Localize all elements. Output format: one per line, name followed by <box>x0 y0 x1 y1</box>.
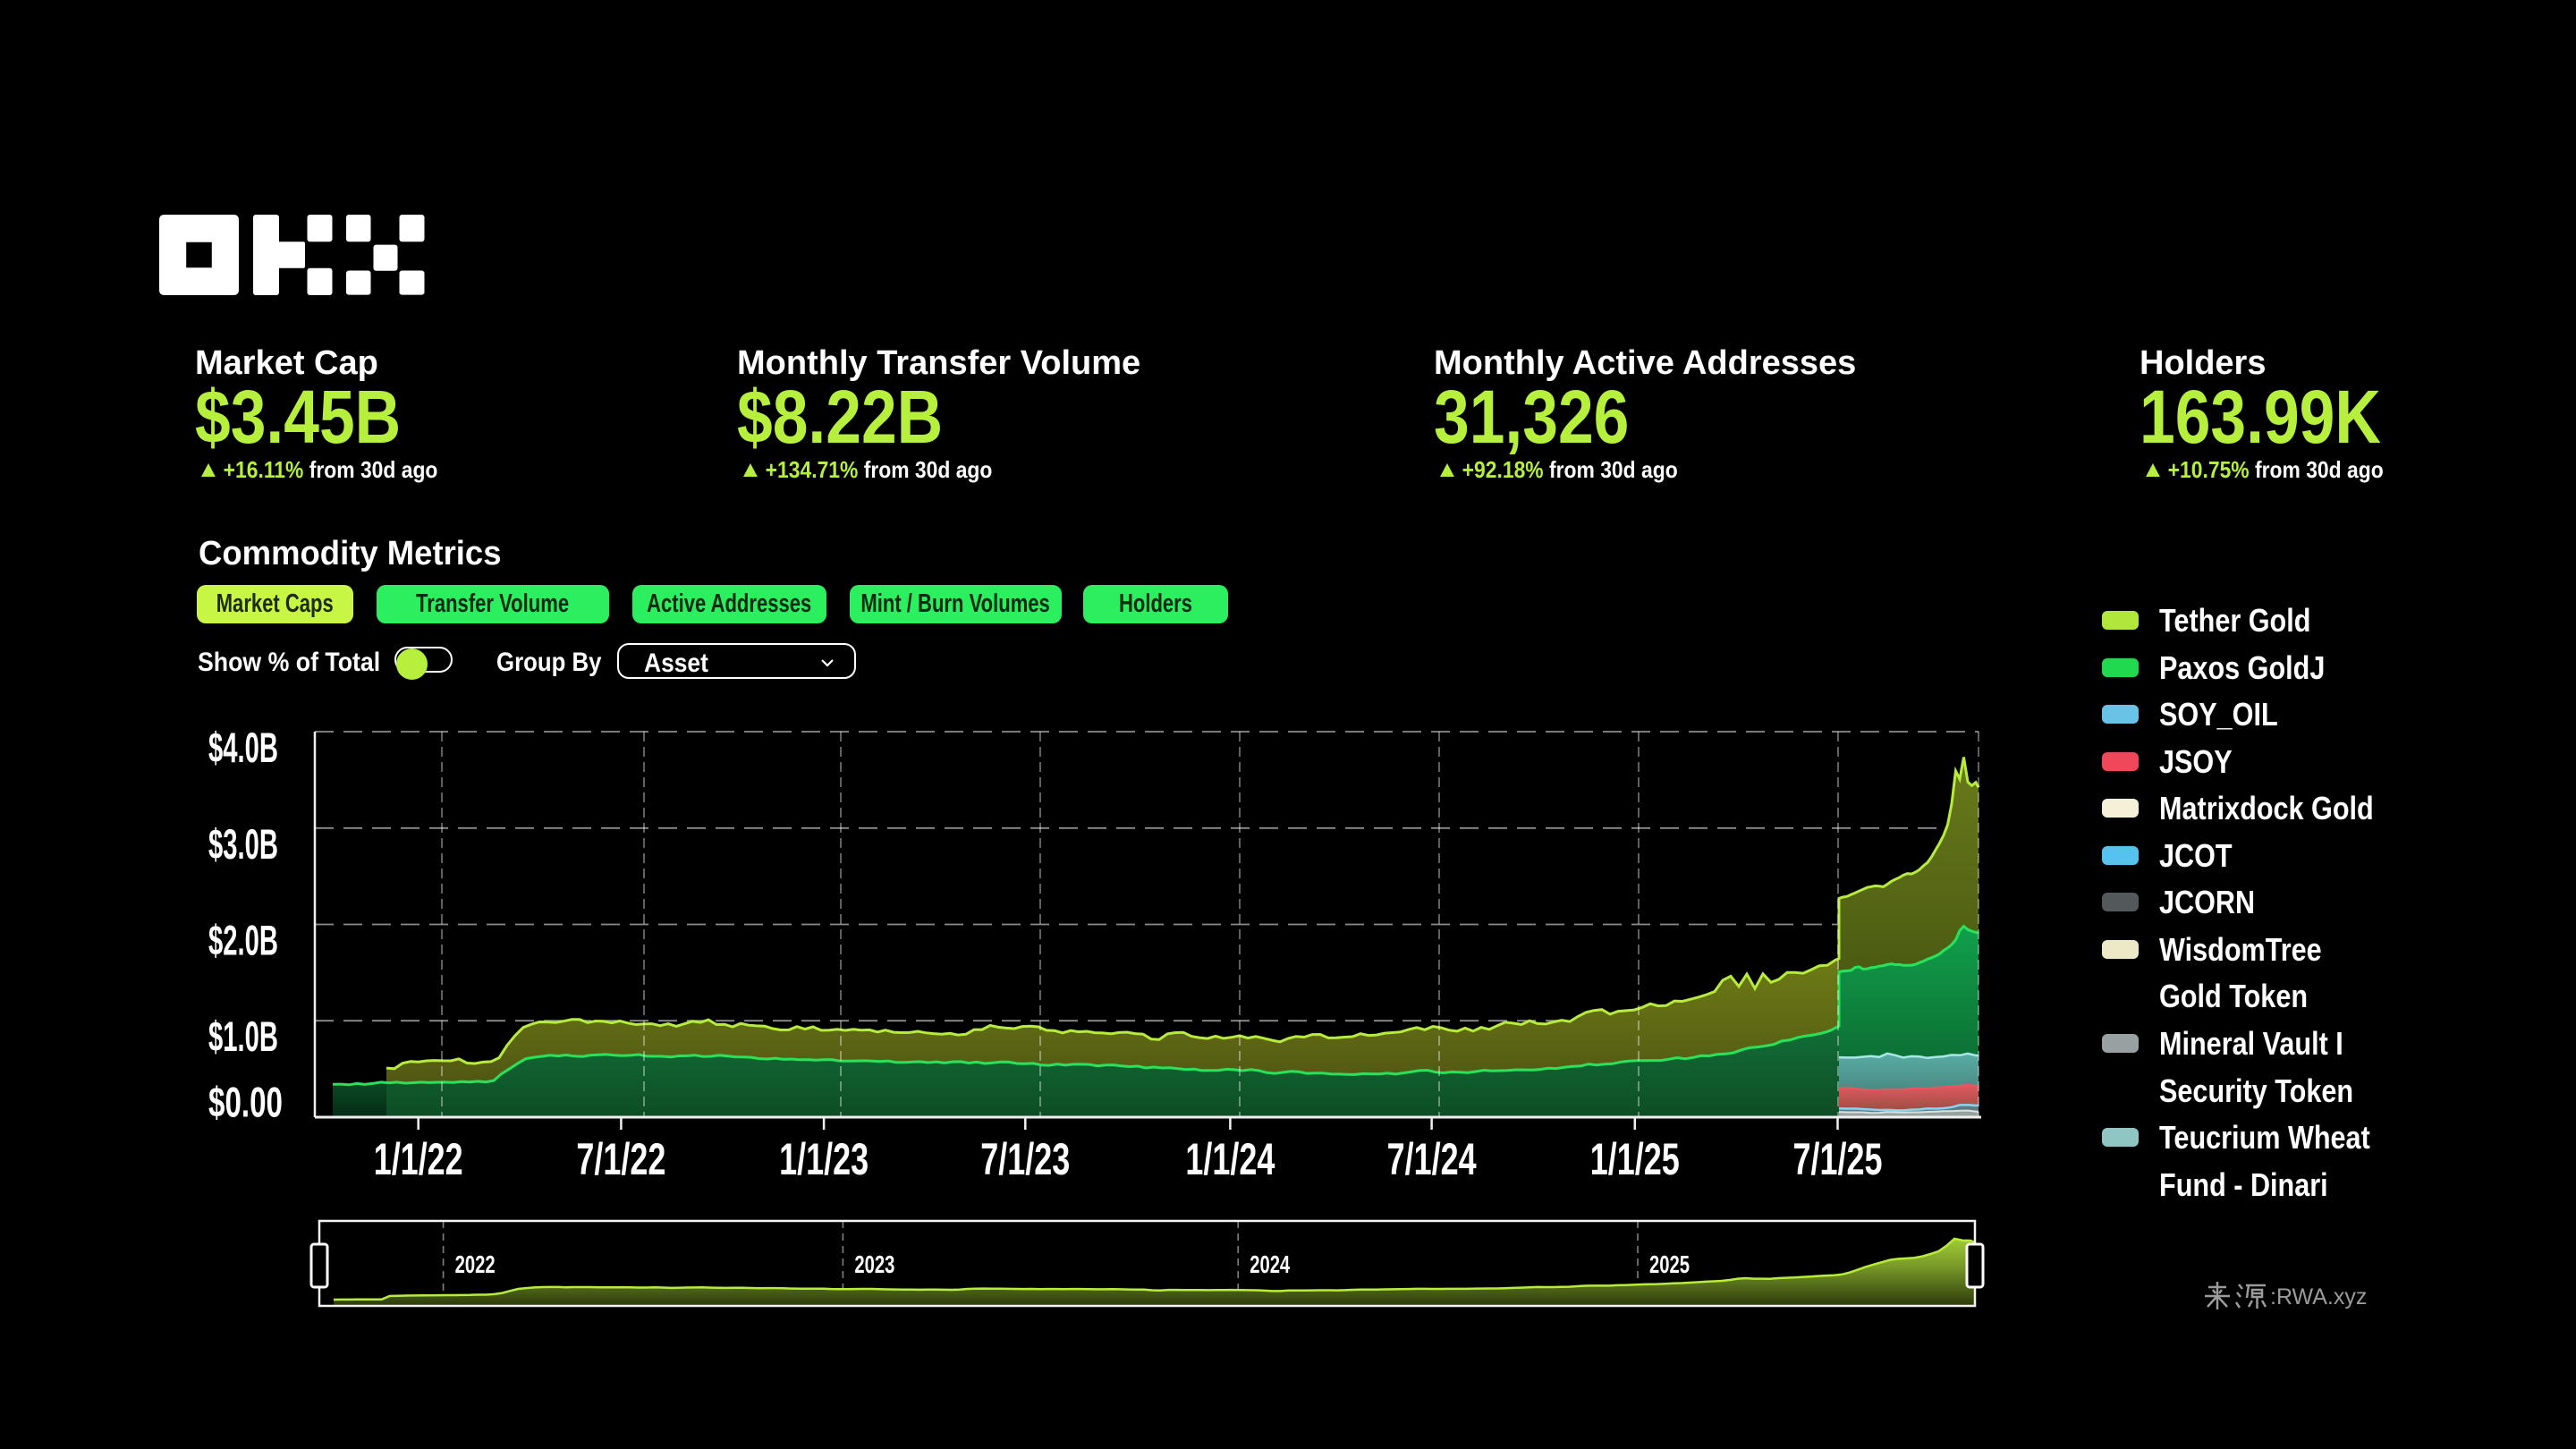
svg-text:1/1/23: 1/1/23 <box>779 1134 869 1184</box>
svg-text:7/1/25: 7/1/25 <box>1793 1134 1883 1184</box>
svg-text:7/1/23: 7/1/23 <box>980 1134 1070 1184</box>
svg-text:2025: 2025 <box>1649 1250 1690 1278</box>
svg-text:7/1/22: 7/1/22 <box>576 1134 665 1184</box>
svg-text:1/1/22: 1/1/22 <box>374 1134 463 1184</box>
svg-text:7/1/24: 7/1/24 <box>1387 1134 1477 1184</box>
svg-text:$0.00: $0.00 <box>208 1079 283 1126</box>
svg-text:2023: 2023 <box>854 1250 894 1278</box>
svg-text:2022: 2022 <box>455 1250 496 1278</box>
svg-text:1/1/25: 1/1/25 <box>1590 1134 1680 1184</box>
svg-text:$3.0B: $3.0B <box>208 820 278 868</box>
svg-text:1/1/24: 1/1/24 <box>1185 1134 1275 1184</box>
svg-text:$1.0B: $1.0B <box>208 1013 278 1060</box>
svg-text:2024: 2024 <box>1250 1250 1290 1278</box>
svg-text:$2.0B: $2.0B <box>208 917 278 964</box>
svg-text:$4.0B: $4.0B <box>208 724 278 771</box>
